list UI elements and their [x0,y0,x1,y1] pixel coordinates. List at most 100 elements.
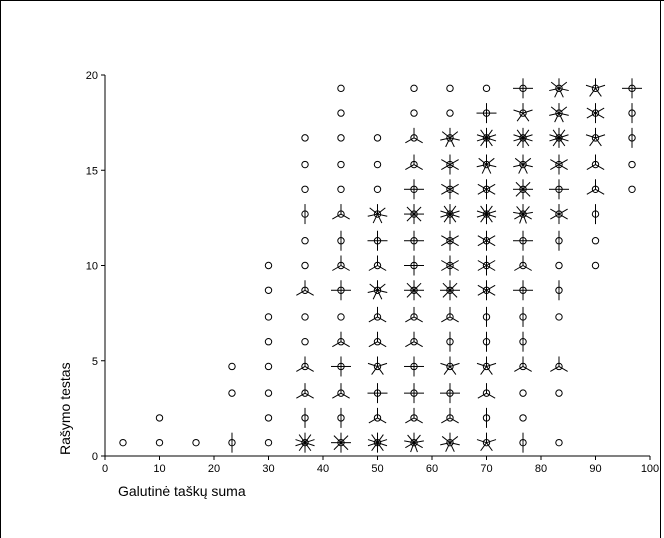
point-petal [332,265,342,271]
point-petal [486,213,497,218]
point-petal [522,181,531,190]
point-petal [549,137,560,142]
sunflower-point [301,407,309,428]
point-petal [558,106,568,114]
point-petal [441,316,451,323]
point-petal [413,341,423,348]
point-petal [413,434,421,443]
sunflower-point [519,389,527,397]
point-petal [332,392,342,399]
point-petal [405,164,415,170]
sunflower-point [441,179,459,200]
point-petal [554,88,560,98]
point-petal [476,213,487,218]
point-petal [486,164,492,174]
point-petal [369,283,378,291]
sunflower-point [404,280,425,301]
point-petal [413,442,423,449]
point-circle [591,261,600,270]
point-circle [301,237,309,245]
sunflower-point [440,204,460,225]
point-circle [337,185,345,194]
point-petal [550,106,560,114]
sunflower-point [367,356,388,375]
point-petal [522,211,533,215]
point-circle [228,362,236,371]
point-petal [377,290,383,300]
point-petal [367,213,378,217]
point-petal [550,213,560,220]
point-circle [519,389,527,397]
sunflower-point [368,331,387,348]
sunflower-point [477,230,496,251]
point-petal [585,84,596,89]
sunflower-point [296,280,314,296]
sunflower-point [296,383,314,399]
sunflower-point [446,331,454,352]
point-petal [304,366,314,372]
sunflower-point [332,331,350,348]
sunflower-point [513,103,533,122]
sunflower-point [477,179,496,200]
x-tick-label: 50 [371,463,383,475]
sunflower-point [301,338,309,346]
point-circle [264,338,273,346]
point-petal [486,366,493,375]
point-petal [377,213,388,217]
point-petal [558,112,564,123]
x-tick-label: 20 [208,463,220,475]
point-petal [440,137,451,141]
sunflower-point [337,160,345,169]
point-petal [516,129,524,139]
point-petal [486,289,496,296]
point-petal [367,442,378,447]
point-circle [264,438,273,447]
point-petal [486,205,493,215]
point-petal [480,213,487,223]
sunflower-point [513,280,534,301]
sunflower-point [192,438,200,447]
point-petal [405,341,415,348]
point-petal [377,366,384,375]
point-petal [558,137,566,147]
point-petal [554,112,560,123]
point-petal [371,442,378,452]
point-petal [440,442,451,446]
point-petal [406,213,415,222]
point-petal [486,188,496,195]
point-petal [340,213,350,220]
point-petal [558,137,569,142]
sunflower-point [482,407,491,428]
point-petal [449,159,459,165]
sunflower-point [549,103,569,123]
sunflower-point [373,160,382,169]
point-petal [595,188,605,195]
point-circle [264,389,273,397]
point-petal [486,235,496,242]
point-petal [595,84,606,89]
y-axis-title: Rašymo testas [57,362,73,455]
point-petal [449,210,460,215]
point-petal [296,392,306,399]
sunflower-point [585,127,606,147]
sunflower-point [628,160,636,169]
point-petal [413,137,423,144]
sunflower-point [264,414,273,422]
point-petal [589,88,596,97]
point-circle [264,414,273,422]
point-petal [476,164,487,168]
point-petal [585,134,596,139]
sunflower-point [330,280,351,301]
point-petal [486,439,497,444]
sunflower-point [476,356,497,375]
sunflower-point [373,134,382,142]
point-petal [586,112,596,119]
point-petal [377,434,384,443]
sunflower-point [404,356,425,377]
point-petal [476,210,487,215]
point-petal [486,157,495,165]
point-circle [301,261,309,270]
point-petal [449,289,458,298]
point-petal [558,112,569,116]
